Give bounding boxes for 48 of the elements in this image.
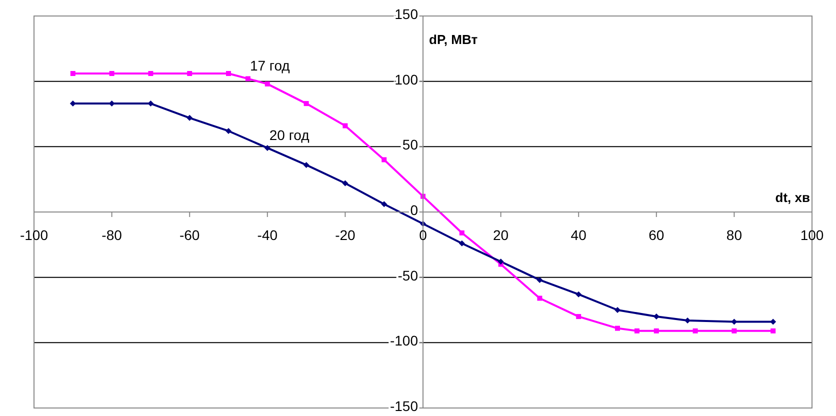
point [459, 230, 464, 236]
point [576, 291, 582, 298]
point [226, 128, 232, 134]
x-tick-label: -20 [335, 227, 356, 243]
point [264, 144, 270, 151]
point [458, 240, 465, 246]
point [245, 76, 250, 82]
point [692, 328, 698, 334]
x-axis-title: dt, хв [775, 190, 810, 205]
point [186, 114, 193, 121]
x-tick-label: 80 [726, 227, 742, 243]
x-tick-label: -40 [257, 227, 278, 243]
point [70, 70, 76, 76]
point [614, 307, 620, 313]
x-tick-label: 100 [800, 227, 824, 243]
point [537, 296, 542, 301]
point [770, 328, 776, 334]
point [536, 276, 543, 283]
point [226, 70, 231, 76]
y-axis-title: dP, МВт [429, 32, 478, 47]
point [654, 328, 659, 334]
y-tick-label: 0 [410, 202, 418, 218]
point [615, 326, 620, 331]
point [576, 314, 582, 320]
y-tick-label: 150 [394, 6, 418, 22]
x-tick-label: 20 [493, 227, 509, 243]
point [634, 328, 640, 334]
point [382, 157, 387, 162]
point [732, 328, 737, 334]
point [342, 123, 348, 128]
annotation: 20 год [269, 126, 310, 143]
point [381, 201, 388, 208]
point [498, 258, 504, 265]
x-tick-label: -100 [20, 227, 48, 243]
y-tick-label: -150 [390, 398, 418, 414]
point [770, 318, 776, 325]
point [109, 70, 114, 76]
annotation: 17 год [250, 58, 290, 74]
x-tick-label: 60 [648, 227, 664, 243]
point [264, 81, 270, 86]
point [342, 180, 348, 186]
x-tick-label: -60 [179, 227, 200, 243]
point [304, 101, 309, 106]
x-tick-label: 40 [570, 227, 587, 243]
point [303, 162, 310, 168]
point [148, 70, 154, 76]
x-tick-label: -80 [102, 227, 122, 243]
point [187, 70, 192, 76]
